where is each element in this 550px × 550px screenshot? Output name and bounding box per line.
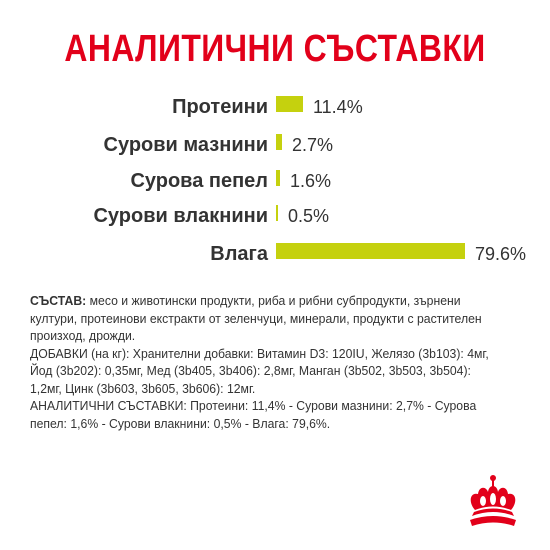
nutrient-label: Сурови мазнини <box>103 134 268 156</box>
nutrient-label: Сурова пепел <box>130 170 268 192</box>
royal-crown-icon <box>470 475 516 526</box>
nutrient-value: 79.6% <box>475 244 527 264</box>
nutrient-label: Протеини <box>172 96 268 118</box>
nutrient-bar <box>276 134 282 150</box>
composition-body: месо и животински продукти, риба и рибни… <box>30 293 482 343</box>
nutrient-row-ash: Сурова пепел 1.6% <box>0 166 550 196</box>
nutrient-bar <box>276 243 465 259</box>
composition-text: СЪСТАВ: месо и животински продукти, риба… <box>30 292 500 432</box>
nutrient-row-protein: Протеини 11.4% <box>0 92 550 122</box>
analytical-paragraph: АНАЛИТИЧНИ СЪСТАВКИ: Протеини: 11,4% - С… <box>30 398 477 431</box>
nutrient-row-fibre: Сурови влакнини 0.5% <box>0 201 550 231</box>
nutrient-value: 0.5% <box>288 206 330 226</box>
nutrient-value: 1.6% <box>290 171 332 191</box>
nutrient-bar <box>276 170 280 186</box>
page-title: АНАЛИТИЧНИ СЪСТАВКИ <box>64 28 486 70</box>
nutrient-bar <box>276 96 303 112</box>
nutrient-row-moisture: Влага 79.6% <box>0 239 550 269</box>
nutrient-label: Сурови влакнини <box>93 205 268 227</box>
nutrient-value: 2.7% <box>292 135 334 155</box>
composition-paragraph: СЪСТАВ: месо и животински продукти, риба… <box>30 292 500 345</box>
composition-heading: СЪСТАВ: <box>30 293 87 308</box>
nutrient-row-fat: Сурови мазнини 2.7% <box>0 130 550 160</box>
nutrient-value: 11.4% <box>313 97 363 117</box>
nutrient-bar <box>276 205 278 221</box>
nutrient-label: Влага <box>210 243 268 265</box>
additives-paragraph: ДОБАВКИ (на кг): Хранителни добавки: Вит… <box>30 345 489 396</box>
